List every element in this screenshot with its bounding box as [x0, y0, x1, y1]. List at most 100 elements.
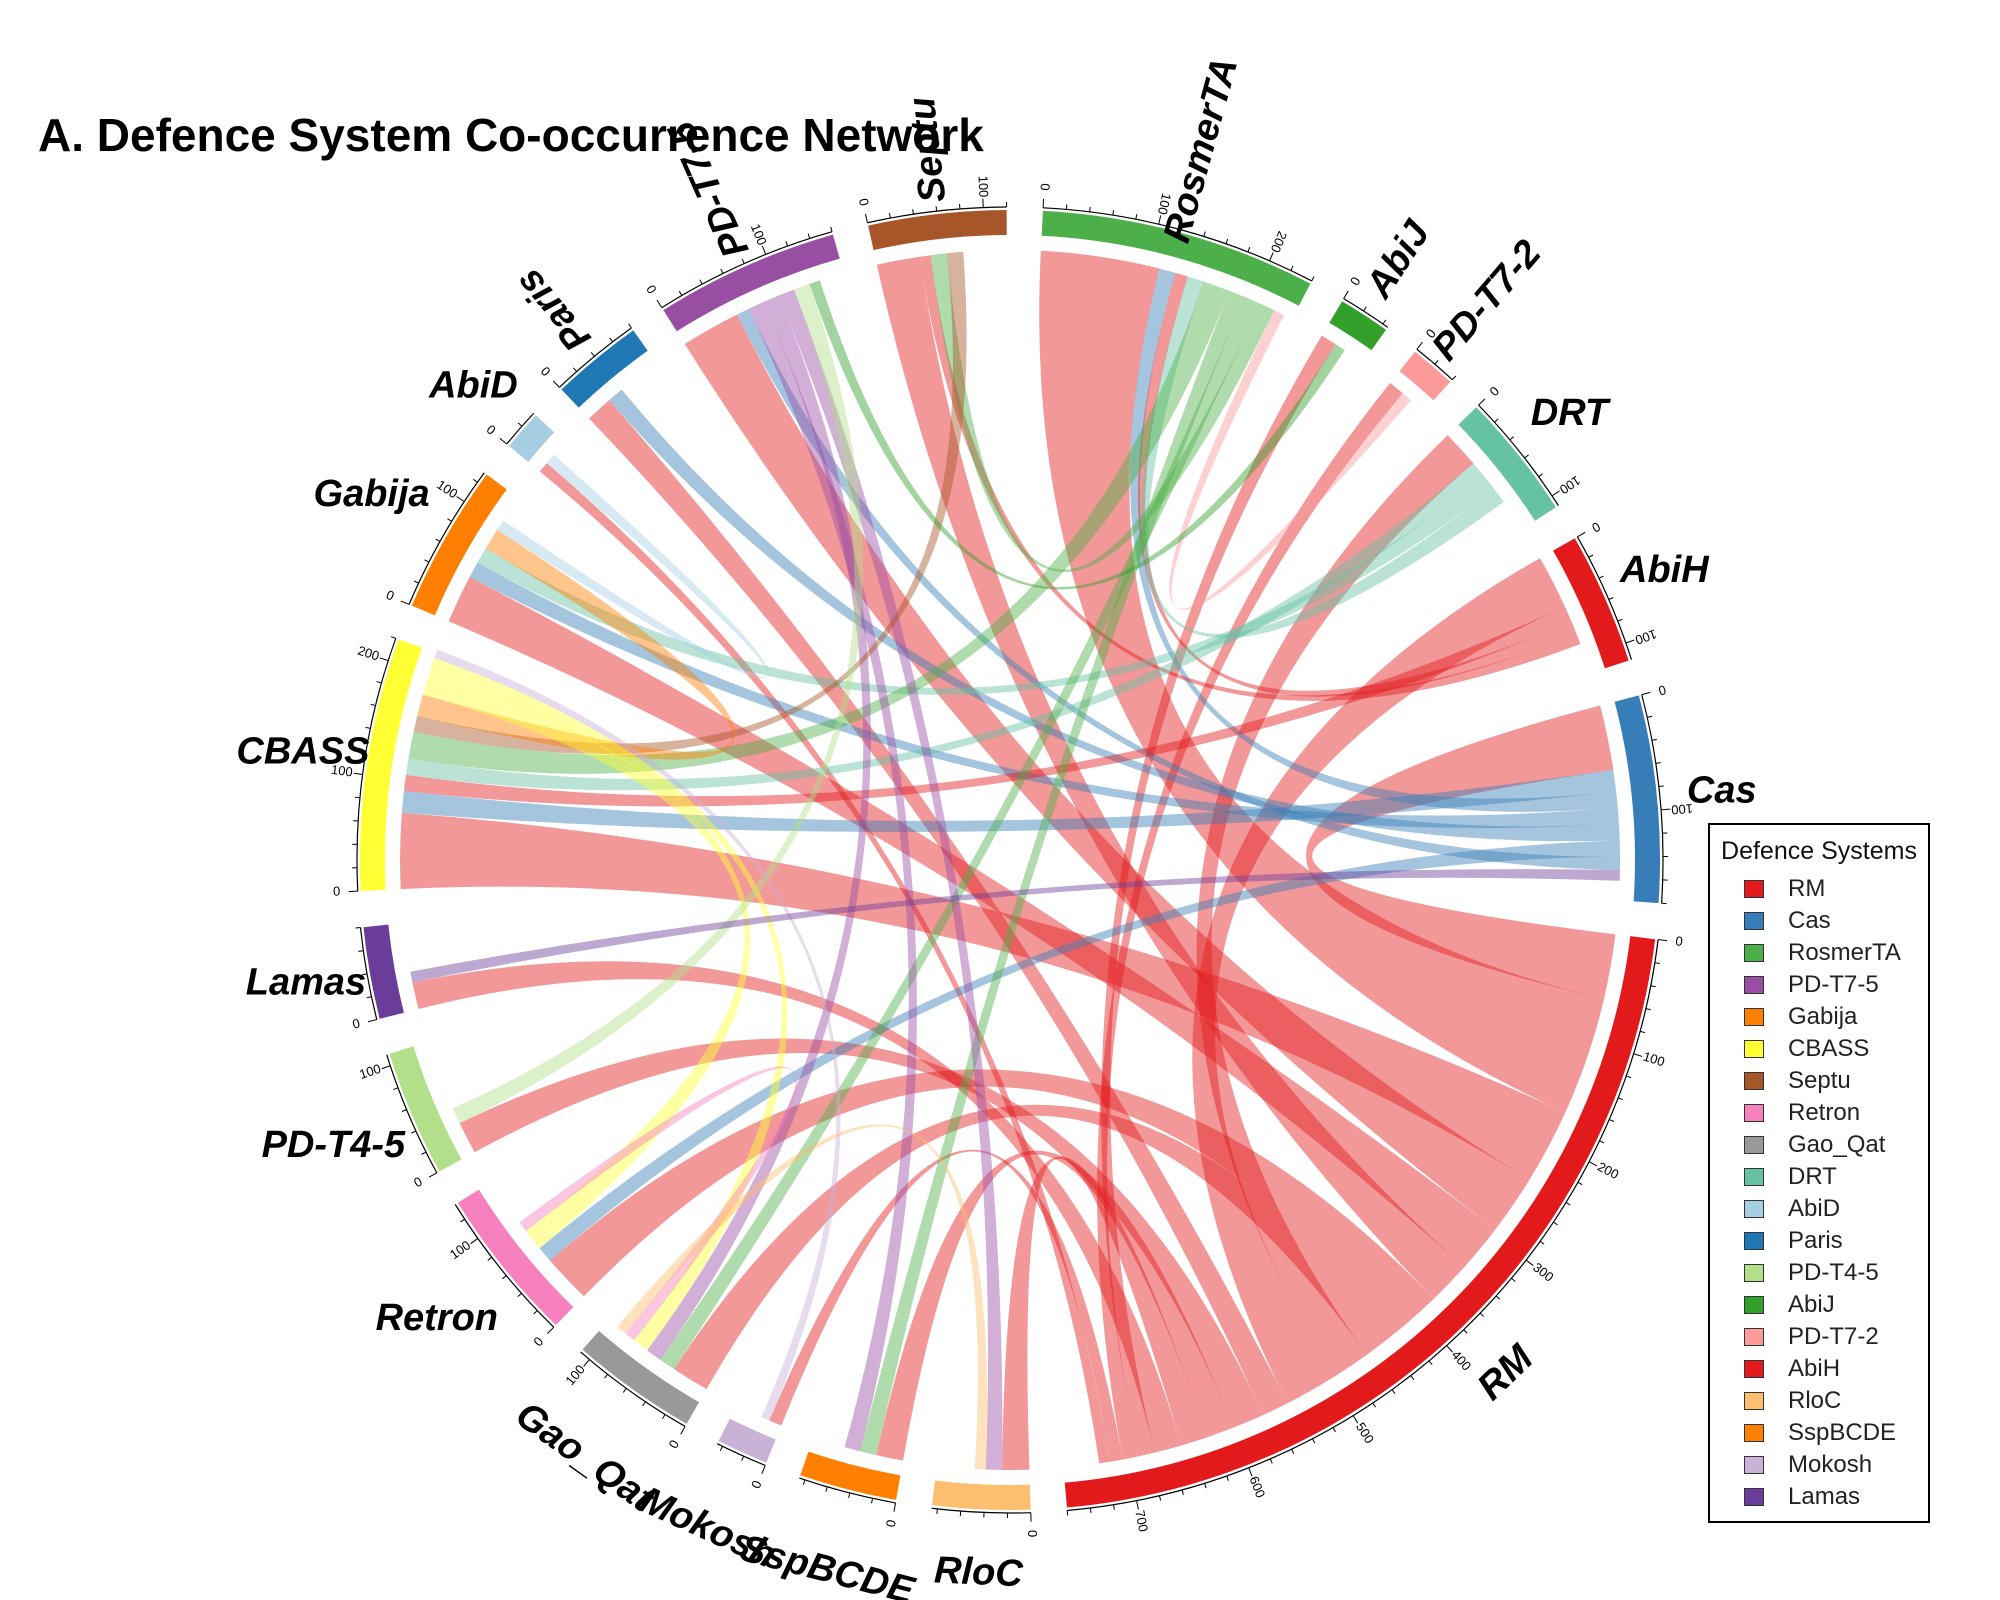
- tick-label: 0: [333, 883, 341, 898]
- sector-tick: [552, 380, 560, 388]
- tick-label: 0: [883, 1518, 899, 1528]
- legend-swatch: [1744, 1072, 1764, 1090]
- legend-swatch: [1744, 1200, 1764, 1218]
- tick-label: 100: [330, 762, 353, 780]
- sector-tick: [1553, 1221, 1558, 1226]
- tick-label: 0: [538, 364, 554, 380]
- sector-arc: [389, 1046, 462, 1172]
- sector-tick: [1311, 276, 1315, 282]
- sector-axis: [454, 1204, 555, 1328]
- sector-tick: [1577, 531, 1586, 538]
- sector-arc: [800, 1451, 901, 1500]
- tick-label: 300: [1530, 1259, 1556, 1284]
- legend-item: DRT: [1744, 1161, 1901, 1193]
- sector-tick: [1204, 1483, 1207, 1489]
- legend-label: SspBCDE: [1788, 1419, 1897, 1446]
- sector-tick: [1617, 1097, 1623, 1101]
- chord-link: [448, 576, 1496, 1268]
- legend-item: Retron: [1744, 1097, 1901, 1129]
- sector-label: PD-T7-5: [660, 115, 757, 264]
- chord-link: [809, 280, 1345, 590]
- sector-tick: [390, 636, 396, 639]
- legend-swatch: [1744, 1328, 1764, 1346]
- sector-tick: [517, 1292, 522, 1298]
- legend-label: DRT: [1788, 1163, 1837, 1190]
- sector-tick: [678, 290, 683, 296]
- sector-arc: [1041, 210, 1311, 306]
- sector-tick: [400, 600, 410, 605]
- sector-tick: [912, 209, 914, 215]
- chord-link: [589, 400, 1288, 1415]
- sector-axis: [408, 472, 485, 605]
- tick-label: 0: [1657, 682, 1668, 698]
- chord-link: [1101, 335, 1336, 1457]
- sector-tick: [1247, 247, 1251, 253]
- sector-label: RosmerTA: [1156, 53, 1246, 247]
- legend-swatch: [1744, 912, 1764, 930]
- sector-tick: [1647, 715, 1653, 718]
- sector-arc: [718, 1418, 776, 1463]
- sector-arc: [931, 1480, 1031, 1510]
- sector-tick: [642, 1401, 646, 1407]
- legend-label: Mokosh: [1788, 1451, 1873, 1478]
- sector-tick: [366, 996, 372, 999]
- sector-tick: [609, 337, 614, 343]
- sector-label: PD-T7-2: [1424, 232, 1549, 368]
- sector-tick: [1225, 238, 1229, 244]
- sector-tick: [1478, 398, 1486, 406]
- sector-tick: [1363, 306, 1367, 312]
- sector-tick: [1434, 360, 1439, 365]
- chord-link: [860, 290, 1245, 1456]
- sector-tick: [1290, 265, 1294, 271]
- legend-label: Gabija: [1788, 1003, 1858, 1030]
- sector-tick: [1538, 473, 1543, 478]
- legend-item: Septu: [1744, 1065, 1901, 1097]
- sector-tick: [1511, 1277, 1516, 1282]
- sector-tick: [893, 1502, 897, 1512]
- sector-tick: [1645, 1008, 1651, 1011]
- chord-link: [410, 869, 1620, 983]
- legend-item: RosmerTA: [1744, 937, 1901, 969]
- sector-tick: [367, 1019, 377, 1023]
- sector-axis: [1576, 536, 1633, 660]
- sector-tick: [1494, 418, 1499, 423]
- sector-tick: [1509, 436, 1515, 441]
- sector-label: DRT: [1531, 392, 1611, 434]
- sector-tick: [1599, 1140, 1605, 1144]
- sector-tick: [1633, 1053, 1643, 1057]
- sector-tick: [376, 681, 382, 684]
- sector-arc: [1614, 695, 1660, 904]
- tick-label: 0: [1025, 1530, 1040, 1538]
- sector-tick: [604, 1373, 608, 1379]
- sector-tick: [499, 437, 507, 445]
- legend-label: Paris: [1788, 1227, 1843, 1254]
- legend-list: RM Cas RosmerTA PD-T7-5 Gabija CBASS Septu Retr…: [1744, 873, 1901, 1513]
- sector-tick: [1113, 1504, 1115, 1510]
- sector-tick: [1654, 962, 1660, 965]
- tick-label: 0: [1589, 519, 1603, 536]
- sector-tick: [1658, 785, 1664, 788]
- sector-label: Cas: [1687, 769, 1757, 811]
- tick-label: 100: [447, 1237, 473, 1262]
- sector-tick: [656, 299, 663, 308]
- sector-tick: [936, 1508, 938, 1514]
- legend-item: Gabija: [1744, 1001, 1901, 1033]
- chord-link: [401, 769, 1617, 832]
- sector-tick: [473, 478, 478, 483]
- sector-axis: [661, 231, 833, 309]
- legend-item: Mokosh: [1744, 1449, 1901, 1481]
- tick-label: 700: [1132, 1509, 1151, 1533]
- sector-tick: [411, 1130, 417, 1134]
- sector-tick: [864, 213, 868, 223]
- sector-axis: [359, 927, 378, 1020]
- sector-arc: [1064, 936, 1656, 1508]
- sector-tick: [761, 1465, 766, 1474]
- sector-tick: [1651, 738, 1657, 741]
- legend-title: Defence Systems: [1721, 837, 1917, 865]
- sector-tick: [379, 657, 389, 662]
- sector-tick: [590, 352, 595, 357]
- sector-tick: [888, 213, 891, 219]
- sector-tick: [830, 226, 833, 232]
- tick-label: 600: [1246, 1474, 1268, 1500]
